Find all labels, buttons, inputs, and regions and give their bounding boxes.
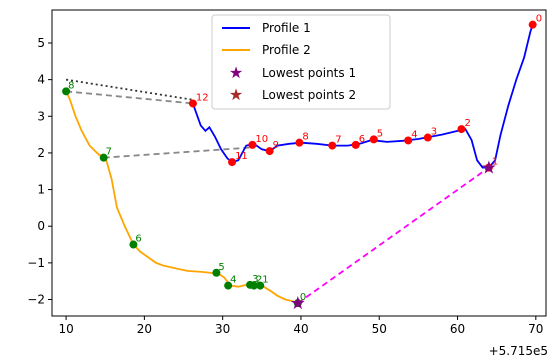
legend-label-lowest-2: Lowest points 2	[262, 88, 356, 102]
profile-1-point	[423, 133, 432, 142]
profile-1-point-label: 1	[492, 157, 498, 168]
profile-1-point	[484, 163, 493, 172]
legend-star-lowest-2: ★	[229, 85, 243, 104]
profile-1-point	[404, 136, 413, 145]
lowest-point-1-star: ★	[481, 158, 497, 179]
profile-2-point	[212, 268, 221, 277]
y-tick-label: 2	[37, 146, 45, 160]
profile-1-point	[457, 125, 466, 134]
profile-1-point-label: 12	[196, 92, 209, 103]
profile-1-point-label: 2	[464, 118, 470, 129]
profile-1-point-label: 4	[411, 129, 417, 140]
profile-2-point-label: 8	[68, 80, 74, 91]
profile-1-point	[369, 135, 378, 144]
profile-2-point-label: 7	[106, 147, 112, 158]
legend-label-lowest-1: Lowest points 1	[262, 66, 356, 80]
axes-frame	[51, 9, 547, 317]
profile-2-point	[224, 281, 233, 290]
connector-dashed	[66, 90, 194, 105]
y-tick-label: 1	[37, 183, 45, 197]
x-axis: 10 20 30 40 50 60 70	[58, 316, 543, 336]
x-tick-label: 20	[137, 322, 152, 336]
connector-dashed	[103, 146, 253, 159]
connector-dashed	[297, 166, 490, 304]
profile-1-point-label: 6	[359, 134, 365, 145]
profile-2-point	[99, 153, 108, 162]
profile-2-point	[249, 281, 258, 290]
connector-dotted	[65, 78, 194, 101]
profile-1-point-label: 11	[235, 151, 248, 162]
profile-2-point	[256, 281, 265, 290]
profile-2-point-label: 3	[252, 274, 258, 285]
profile-2-point-label: 6	[135, 234, 141, 245]
x-tick-label: 40	[293, 322, 308, 336]
y-tick-label: 5	[37, 36, 45, 50]
profile-1-point-label: 9	[273, 140, 279, 151]
x-tick-label: 10	[58, 322, 73, 336]
profile-1-point	[248, 140, 257, 149]
profile-1-point	[528, 20, 537, 29]
legend: Profile 1 Profile 2 ★ Lowest points 1 ★ …	[211, 14, 391, 110]
y-tick-label: −2	[27, 293, 45, 307]
profile-1-point-label: 10	[255, 134, 268, 145]
profile-2-point-label: 0	[300, 292, 306, 303]
legend-label-profile-1: Profile 1	[262, 21, 311, 35]
connector-lines	[65, 78, 490, 304]
profile-1-point-label: 3	[431, 127, 437, 138]
profile-2-point	[293, 299, 302, 308]
x-tick-label: 30	[215, 322, 230, 336]
x-tick-label: 70	[528, 322, 543, 336]
y-tick-label: 3	[37, 109, 45, 123]
profile-1-point	[265, 147, 274, 156]
y-axis: −2 −1 0 1 2 3 4 5	[27, 36, 52, 307]
profile-1-point	[295, 138, 304, 147]
profile-1-point-label: 0	[536, 14, 542, 25]
x-offset-label: +5.715e5	[489, 344, 548, 358]
profile-1-point	[328, 141, 337, 150]
series-line-profile-2	[65, 91, 299, 305]
profile-1-point	[188, 99, 197, 108]
x-tick-label: 50	[372, 322, 387, 336]
profile-1-point-label: 8	[302, 132, 308, 143]
legend-box	[211, 14, 391, 110]
profile-1-point	[351, 140, 360, 149]
y-tick-label: 4	[37, 73, 45, 87]
profile-1-point-label: 5	[377, 128, 383, 139]
profile-1-point-label: 7	[335, 135, 341, 146]
profile-2-point	[62, 87, 71, 96]
profile-2-point-label: 1	[262, 275, 268, 286]
x-tick-label: 60	[450, 322, 465, 336]
profile-2-point-label: 4	[230, 275, 236, 286]
profile-2-point-label: 5	[218, 262, 224, 273]
legend-label-profile-2: Profile 2	[262, 43, 311, 57]
y-tick-label: −1	[27, 256, 45, 270]
profile-1-point	[228, 158, 237, 167]
legend-star-lowest-1: ★	[229, 63, 243, 82]
plot-area	[51, 9, 547, 317]
lowest-point-2-star: ★	[290, 293, 306, 314]
y-tick-label: 0	[37, 219, 45, 233]
profile-2-point	[129, 240, 138, 249]
profile-2-point-label: 2	[256, 275, 262, 286]
